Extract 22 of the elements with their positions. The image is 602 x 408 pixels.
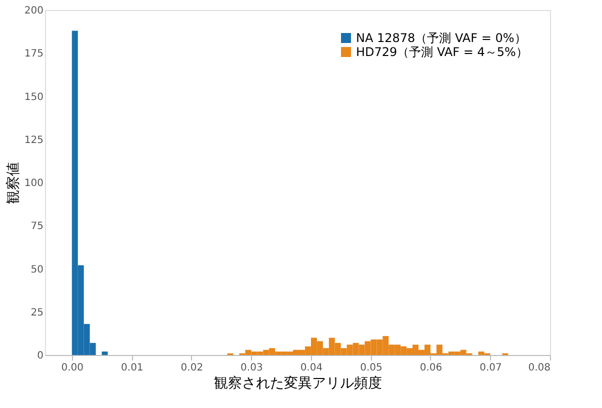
legend-label: NA 12878（予測 VAF = 0%） — [356, 31, 526, 45]
y-tick-label: 100 — [24, 178, 44, 189]
x-tick-label: 0.01 — [121, 362, 144, 374]
x-tick-label: 0.03 — [240, 362, 263, 374]
x-tick-label: 0.02 — [180, 362, 204, 374]
y-axis-title: 観察値 — [5, 162, 22, 204]
x-tick-label: 0.05 — [360, 362, 382, 374]
x-axis-title: 観察された変異アリル頻度 — [214, 376, 382, 392]
y-tick-label: 75 — [30, 221, 44, 232]
y-tick-label: 25 — [30, 307, 44, 318]
x-tick-label: 0.04 — [300, 362, 323, 374]
x-tick-label: 0.08 — [528, 362, 550, 374]
y-tick-label: 125 — [24, 134, 44, 146]
x-tick-label: 0.06 — [420, 362, 442, 374]
x-tick-label: 0.00 — [61, 362, 84, 374]
legend-label: HD729（予測 VAF = 4～5%） — [356, 45, 528, 59]
y-tick-label: 0 — [37, 350, 44, 362]
y-tick-label: 150 — [24, 92, 44, 103]
x-tick-label: 0.07 — [480, 362, 502, 374]
y-tick-label: 175 — [24, 48, 44, 60]
y-tick-label: 50 — [30, 264, 44, 276]
y-tick-label: 200 — [24, 6, 44, 16]
